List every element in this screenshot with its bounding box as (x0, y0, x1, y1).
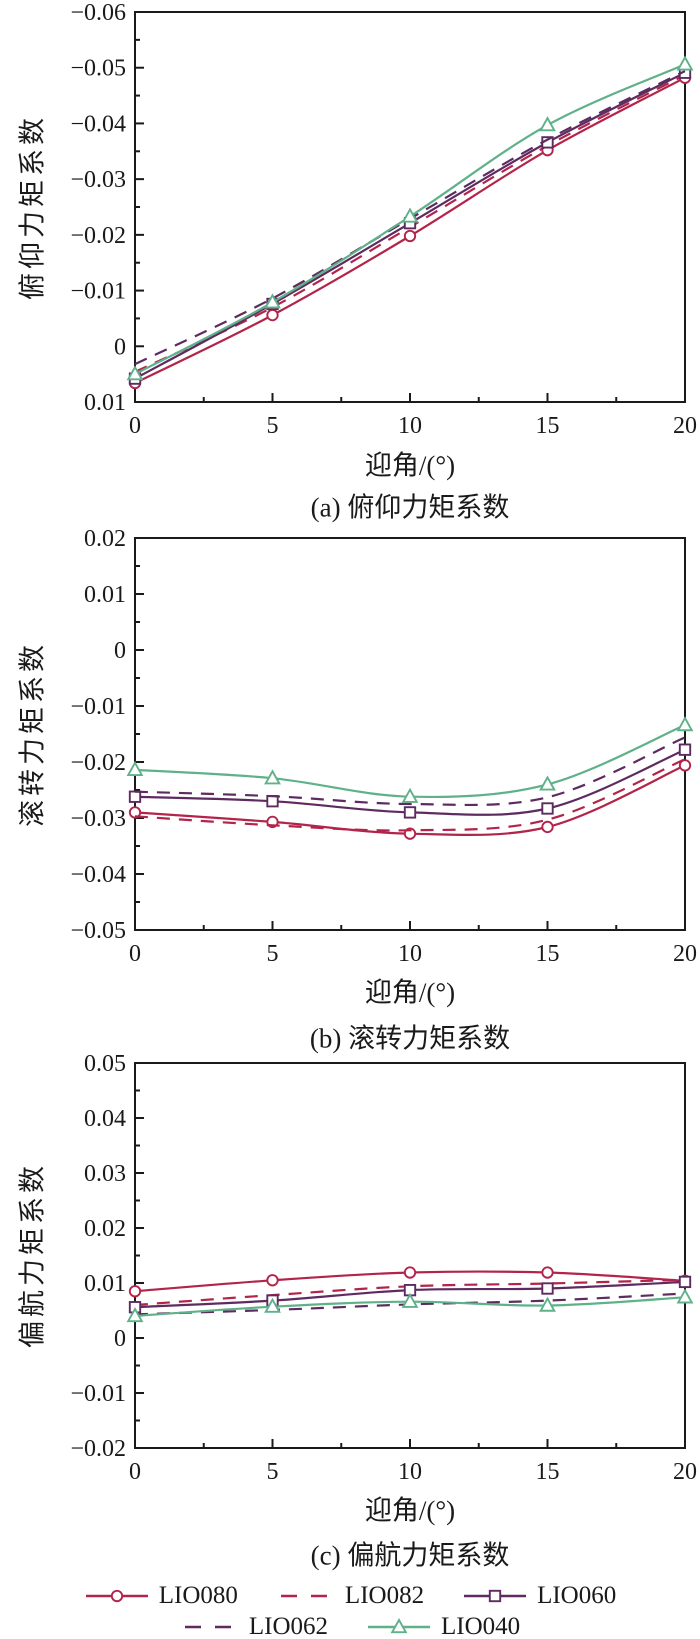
legend-item-lio060: LIO060 (462, 1582, 616, 1610)
legend-row-1: LIO080 LIO082 LIO060 (0, 1580, 700, 1611)
x-tick-label: 20 (673, 941, 697, 967)
y-tick-label: −0.06 (70, 0, 126, 26)
y-tick-label: 0.03 (84, 1161, 126, 1187)
x-tick-label: 10 (398, 413, 422, 439)
y-tick-label: −0.01 (70, 279, 126, 305)
legend-item-lio040: LIO040 (366, 1613, 520, 1639)
x-tick-label: 20 (673, 1459, 697, 1485)
y-axis-label: 偏航力矩系数 (17, 1162, 48, 1348)
y-tick-label: −0.02 (70, 223, 126, 249)
y-tick-label: 0.05 (84, 1052, 126, 1077)
x-tick-label: 20 (673, 413, 697, 439)
legend-swatch-dashed-line-icon (280, 1594, 331, 1597)
x-tick-label: 10 (398, 1459, 422, 1485)
tick-labels: 0.050.040.030.020.010−0.01−0.020 5 10 15 20 (70, 1052, 697, 1485)
subtitle-c: (c) 偏航力矩系数 (310, 1540, 510, 1571)
legend-swatch-dashed-line-icon (184, 1625, 235, 1628)
legend-item-lio080: LIO080 (84, 1582, 238, 1610)
y-axis-label: 俯仰力矩系数 (17, 114, 48, 300)
y-tick-label: −0.01 (70, 694, 126, 720)
series-line-LIO062 (134, 736, 686, 807)
y-tick-label: 0 (114, 334, 126, 360)
x-tick-label: 15 (536, 941, 560, 967)
series-markers-LIO080 (128, 71, 692, 390)
legend-swatch-line-square-icon (464, 1589, 527, 1602)
axis-ticks (134, 537, 686, 931)
series-line-LIO082 (134, 758, 686, 832)
legend-row-2: LIO062 LIO040 (0, 1611, 700, 1639)
y-tick-label: 0 (114, 638, 126, 664)
y-tick-label: 0 (114, 1326, 126, 1352)
legend: LIO080 LIO082 LIO060 LIO062 LIO040 (0, 1580, 700, 1639)
y-tick-label: −0.04 (70, 862, 126, 888)
y-tick-label: 0.01 (84, 582, 126, 608)
axis-ticks (134, 1062, 686, 1449)
series-markers-LIO060 (128, 743, 692, 819)
legend-item-lio062: LIO062 (180, 1613, 328, 1639)
legend-swatch-line-triangle-icon (368, 1617, 430, 1633)
legend-label: LIO062 (248, 1612, 328, 1639)
y-tick-label: −0.02 (70, 1436, 126, 1462)
axis-ticks (134, 11, 686, 403)
y-tick-label: −0.05 (70, 56, 126, 82)
plot-frame (134, 537, 686, 931)
x-tick-label: 5 (267, 413, 279, 439)
legend-item-lio082: LIO082 (276, 1582, 424, 1610)
legend-swatch-line-circle-icon (85, 1589, 148, 1602)
y-axis-label: 滚转力矩系数 (17, 641, 48, 827)
legend-label: LIO082 (344, 1581, 425, 1609)
x-tick-label: 15 (536, 1459, 560, 1485)
legend-label: LIO060 (537, 1581, 617, 1609)
y-tick-label: 0.01 (84, 1271, 126, 1297)
series-markers-LIO080 (128, 759, 692, 840)
y-tick-label: −0.03 (70, 167, 126, 193)
tick-labels: 0.020.010−0.01−0.02−0.03−0.04−0.050 5 10 15… (70, 526, 697, 967)
chart-pitch-moment: −0.06 −0.05 −0.04 −0.03 −0.02 −0.01 0 0.01 0 5 10 1… (0, 0, 700, 525)
series-markers-LIO040 (126, 716, 694, 803)
y-tick-label: −0.04 (70, 111, 126, 137)
roll-moment-plot: 0.020.010−0.01−0.02−0.03−0.04−0.050 5 10 15… (70, 526, 697, 967)
y-tick-label: −0.01 (70, 1381, 126, 1407)
x-tick-label: 0 (129, 413, 141, 439)
series-markers-LIO040 (126, 1288, 694, 1323)
y-tick-label: −0.02 (70, 750, 126, 776)
x-tick-label: 10 (398, 941, 422, 967)
series-line-LIO040 (134, 723, 686, 799)
y-tick-label: 0.02 (84, 1216, 126, 1242)
subtitle-b: (b) 滚转力矩系数 (309, 1023, 511, 1054)
y-tick-label: 0.04 (84, 1106, 126, 1132)
y-tick-label: 0.02 (84, 526, 126, 552)
series-markers-LIO040 (126, 55, 694, 381)
legend-label: LIO040 (441, 1612, 521, 1639)
x-tick-label: 15 (536, 413, 560, 439)
legend-label: LIO080 (158, 1581, 238, 1609)
x-axis-label: 迎角/(°) (364, 977, 456, 1008)
y-tick-label: 0.01 (84, 390, 126, 416)
x-tick-label: 0 (129, 941, 141, 967)
x-tick-label: 5 (267, 1459, 279, 1485)
plot-frame (134, 1062, 686, 1449)
yaw-moment-plot: 0.050.040.030.020.010−0.01−0.020 5 10 15 20 (70, 1052, 697, 1485)
chart-yaw-moment: 0.05 0.04 0.03 0.02 0.01 0 −0.01 −0.02 0 5 10 15 20 … (0, 1052, 700, 1580)
subtitle-a: (a) 俯仰力矩系数 (310, 492, 510, 523)
x-tick-label: 0 (129, 1459, 141, 1485)
chart-roll-moment: 0.02 0.01 0 −0.01 −0.02 −0.03 −0.04 −0.05 0 5 10 15… (0, 525, 700, 1054)
x-tick-label: 5 (267, 941, 279, 967)
y-tick-label: −0.05 (70, 918, 126, 944)
x-axis-label: 迎角/(°) (364, 1495, 456, 1526)
y-tick-label: −0.03 (70, 806, 126, 832)
x-axis-label: 迎角/(°) (364, 450, 456, 481)
